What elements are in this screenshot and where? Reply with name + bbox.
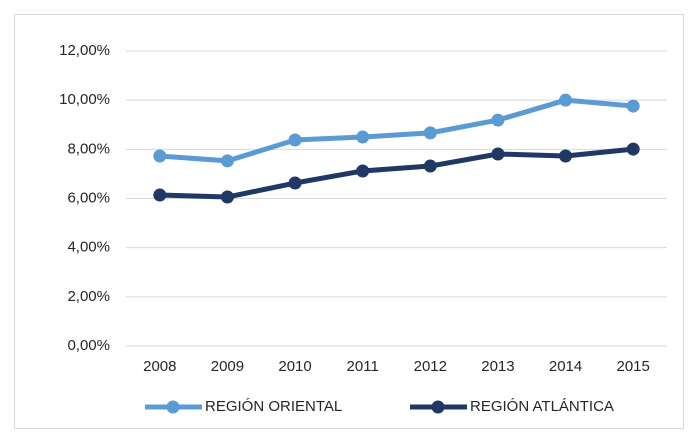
series-line [159,97,634,164]
data-point [559,149,573,163]
x-tick-label: 2014 [549,358,582,375]
x-tick-label: 2012 [414,358,447,375]
x-tick-label: 2011 [347,358,379,375]
chart-frame [14,14,684,429]
series-line [159,146,634,200]
data-point [288,176,302,190]
data-point [288,133,302,147]
legend-label: REGIÓN ATLÁNTICA [470,398,614,415]
x-tick-label: 2009 [211,358,244,375]
data-point [423,159,437,173]
data-point [356,164,370,178]
x-tick-label: 2010 [278,358,311,375]
x-tick-label: 2015 [617,358,650,375]
y-tick-label: 12,00% [59,42,110,59]
data-point [220,190,234,204]
data-point [559,93,573,107]
legend-marker [431,400,445,414]
y-tick-label: 8,00% [67,140,110,157]
y-tick-label: 10,00% [59,91,110,108]
data-point [626,142,640,156]
data-point [153,188,167,202]
data-point [491,147,505,161]
data-point [220,154,234,168]
y-tick-label: 0,00% [67,337,110,354]
x-tick-label: 2013 [481,358,514,375]
data-point [626,99,640,113]
data-point [153,149,167,163]
legend-marker [166,400,180,414]
x-tick-label: 2008 [143,358,176,375]
y-tick-label: 6,00% [67,189,110,206]
data-point [491,113,505,127]
y-tick-label: 4,00% [67,239,110,256]
data-point [356,130,370,144]
y-tick-label: 2,00% [67,288,110,305]
data-point [423,126,437,140]
legend-label: REGIÓN ORIENTAL [205,398,342,415]
